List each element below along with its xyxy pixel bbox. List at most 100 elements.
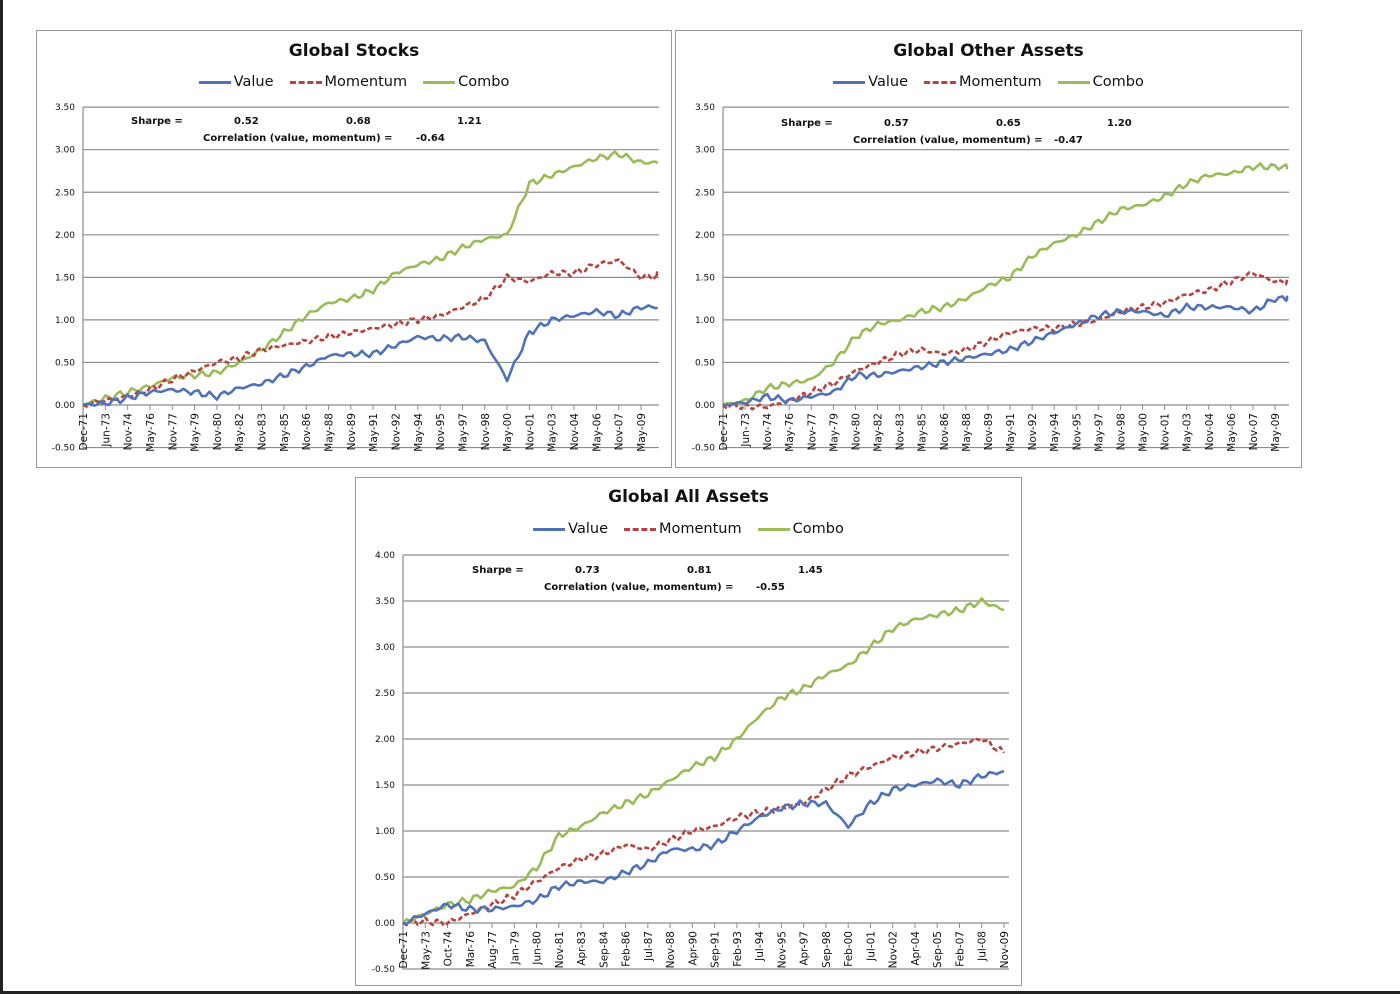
x-tick-label: Nov-07 bbox=[1248, 413, 1260, 450]
y-tick-label: -0.50 bbox=[52, 444, 76, 454]
x-tick-label: Jul-08 bbox=[977, 931, 989, 962]
x-tick-label: Jul-01 bbox=[865, 931, 877, 962]
y-tick-label: 0.00 bbox=[695, 401, 715, 411]
x-tick-label: May-06 bbox=[1226, 413, 1238, 452]
x-tick-label: Nov-04 bbox=[1204, 413, 1216, 451]
legend-label: Momentum bbox=[959, 74, 1042, 90]
x-tick-label: Nov-89 bbox=[983, 413, 995, 450]
y-tick-label: 1.00 bbox=[375, 827, 395, 837]
y-tick-label: -0.50 bbox=[692, 444, 716, 454]
x-tick-label: May-76 bbox=[784, 413, 796, 452]
x-tick-label: Nov-83 bbox=[895, 413, 907, 450]
sharpe-value: 0.52 bbox=[234, 116, 259, 127]
y-tick-label: 2.50 bbox=[695, 188, 715, 198]
plot-area: 3.50 3.00 2.50 2.00 1.50 1.00 0.50 0.00 -0.50 Dec… bbox=[692, 103, 1289, 454]
sharpe-label: Sharpe = bbox=[131, 116, 183, 127]
series-line-value bbox=[402, 769, 1005, 926]
y-tick-label: 2.00 bbox=[55, 231, 75, 241]
legend-swatch bbox=[833, 80, 866, 84]
chart-title: Global All Assets bbox=[608, 487, 769, 507]
chart-global-stocks: Global Stocks Value Momentum Combo 3.50 3.00 2… bbox=[36, 30, 672, 468]
x-tick-label: Nov-74 bbox=[762, 413, 774, 451]
legend-label: Momentum bbox=[659, 521, 742, 537]
x-tick-label: May-03 bbox=[1182, 413, 1194, 452]
y-tick-label: 1.50 bbox=[55, 273, 75, 283]
correlation-value: -0.55 bbox=[756, 582, 785, 593]
correlation-label: Correlation (value, momentum) = bbox=[853, 135, 1043, 146]
x-tick-label: May-97 bbox=[1093, 413, 1105, 452]
x-tick-label: Nov-88 bbox=[665, 931, 677, 968]
y-tick-label: 3.50 bbox=[375, 597, 395, 607]
x-tick-label: Nov-98 bbox=[1115, 413, 1127, 450]
window-edge-left bbox=[0, 0, 3, 994]
legend-swatch bbox=[533, 527, 566, 531]
x-tick-label: Sep-91 bbox=[710, 931, 722, 968]
legend-item-momentum: Momentum bbox=[924, 74, 1042, 90]
x-tick-label: Nov-95 bbox=[776, 931, 788, 968]
x-tick-label: May-88 bbox=[961, 413, 973, 452]
x-tick-label: Feb-86 bbox=[621, 931, 633, 967]
correlation-value: -0.64 bbox=[416, 133, 445, 144]
legend-label: Momentum bbox=[324, 74, 408, 90]
x-tick-label: May-76 bbox=[145, 413, 157, 452]
legend-item-momentum: Momentum bbox=[624, 521, 742, 537]
y-tick-label: 1.50 bbox=[695, 273, 715, 283]
x-tick-label: Jul-87 bbox=[643, 931, 655, 962]
x-tick-label: Nov-86 bbox=[939, 413, 951, 451]
x-tick-label: Sep-84 bbox=[598, 931, 610, 968]
sharpe-label: Sharpe = bbox=[781, 118, 833, 129]
x-tick-label: May-00 bbox=[502, 413, 514, 452]
legend-swatch bbox=[757, 527, 790, 531]
x-tick-label: Nov-95 bbox=[435, 413, 447, 450]
legend-swatch bbox=[423, 80, 456, 84]
legend-item-value: Value bbox=[833, 74, 908, 90]
x-tick-label: May-88 bbox=[324, 413, 336, 452]
y-tick-label: 0.50 bbox=[55, 358, 75, 368]
x-tick-label: May-97 bbox=[457, 413, 469, 452]
y-tick-label: 3.50 bbox=[55, 103, 75, 113]
x-tick-label: Apr-90 bbox=[687, 931, 699, 966]
y-tick-label: 0.50 bbox=[695, 358, 715, 368]
sharpe-momentum: 0.81 bbox=[687, 565, 712, 576]
x-tick-label: May-82 bbox=[873, 413, 885, 452]
legend-item-combo: Combo bbox=[423, 74, 509, 90]
x-tick-label: Nov-04 bbox=[569, 413, 581, 451]
x-tick-label: Jan-79 bbox=[509, 931, 521, 965]
legend-label: Combo bbox=[792, 521, 844, 537]
legend-item-combo: Combo bbox=[757, 521, 844, 537]
x-tick-label: May-91 bbox=[368, 413, 380, 452]
legend-swatch bbox=[1057, 80, 1090, 84]
sharpe-momentum: 0.68 bbox=[346, 116, 371, 127]
y-tick-label: 3.00 bbox=[695, 146, 715, 156]
legend-label: Value bbox=[568, 521, 608, 537]
y-tick-label: 2.00 bbox=[375, 735, 395, 745]
legend-swatch bbox=[624, 527, 656, 531]
x-tick-label: Nov-80 bbox=[850, 413, 862, 450]
legend: Value Momentum Combo bbox=[676, 74, 1301, 90]
chart-global-all-assets: Global All Assets Value Momentum Combo 4.00 3… bbox=[355, 477, 1022, 986]
x-tick-label: Dec-71 bbox=[398, 931, 410, 968]
sharpe-value: 0.57 bbox=[884, 118, 909, 129]
x-tick-label: May-09 bbox=[636, 413, 648, 452]
x-tick-label: Mar-76 bbox=[465, 931, 477, 968]
x-tick-label: May-06 bbox=[591, 413, 603, 452]
x-tick-label: May-09 bbox=[1270, 413, 1282, 452]
x-tick-label: Dec-71 bbox=[78, 413, 90, 450]
series-line-value bbox=[722, 295, 1289, 407]
x-tick-label: Nov-89 bbox=[346, 413, 358, 450]
series-line-momentum bbox=[722, 271, 1289, 411]
x-tick-label: Nov-77 bbox=[806, 413, 818, 450]
x-tick-label: May-79 bbox=[828, 413, 840, 452]
x-tick-label: Nov-83 bbox=[257, 413, 269, 450]
legend: Value Momentum Combo bbox=[37, 74, 671, 90]
correlation-label: Correlation (value, momentum) = bbox=[203, 133, 393, 144]
y-tick-label: 3.50 bbox=[695, 103, 715, 113]
y-tick-label: 0.00 bbox=[375, 919, 395, 929]
x-tick-label: Nov-95 bbox=[1071, 413, 1083, 450]
legend-label: Value bbox=[233, 74, 274, 90]
x-tick-label: May-94 bbox=[1049, 413, 1061, 452]
series-line-combo bbox=[83, 150, 659, 407]
x-tick-label: Nov-92 bbox=[390, 413, 402, 450]
plot-area: 3.50 3.00 2.50 2.00 1.50 1.00 0.50 0.00 -0.50 Dec… bbox=[52, 103, 659, 454]
chart-title: Global Stocks bbox=[288, 41, 420, 61]
